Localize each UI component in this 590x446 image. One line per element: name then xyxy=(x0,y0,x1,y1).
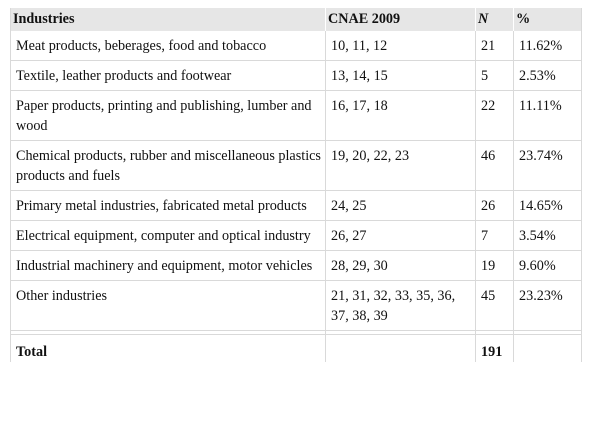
total-cnae-empty xyxy=(326,335,476,362)
total-n: 191 xyxy=(476,335,514,362)
cell-n: 26 xyxy=(476,191,514,221)
industries-table-container: Industries CNAE 2009 N % Meat products, … xyxy=(10,8,582,362)
table-row: Electrical equipment, computer and optic… xyxy=(11,221,581,251)
table-row: Textile, leather products and footwear 1… xyxy=(11,61,581,91)
cell-cnae: 13, 14, 15 xyxy=(326,61,476,91)
cell-industry: Industrial machinery and equipment, moto… xyxy=(11,251,326,281)
spacer-cell xyxy=(476,331,514,335)
table-body: Meat products, beberages, food and tobac… xyxy=(11,31,581,362)
cell-cnae: 24, 25 xyxy=(326,191,476,221)
cell-industry: Other industries xyxy=(11,281,326,331)
table-row: Chemical products, rubber and miscellane… xyxy=(11,141,581,191)
header-percent: % xyxy=(514,8,581,31)
spacer-cell xyxy=(11,331,326,335)
cell-n: 45 xyxy=(476,281,514,331)
cell-cnae: 28, 29, 30 xyxy=(326,251,476,281)
cell-cnae: 16, 17, 18 xyxy=(326,91,476,141)
spacer-cell xyxy=(326,331,476,335)
header-industries: Industries xyxy=(11,8,326,31)
total-label: Total xyxy=(11,335,326,362)
header-n: N xyxy=(476,8,514,31)
spacer-cell xyxy=(514,331,581,335)
cell-percent: 9.60% xyxy=(514,251,581,281)
cell-n: 5 xyxy=(476,61,514,91)
header-cnae: CNAE 2009 xyxy=(326,8,476,31)
table-header: Industries CNAE 2009 N % xyxy=(11,8,581,31)
cell-percent: 3.54% xyxy=(514,221,581,251)
cell-n: 46 xyxy=(476,141,514,191)
cell-cnae: 10, 11, 12 xyxy=(326,31,476,61)
total-percent-empty xyxy=(514,335,581,362)
cell-percent: 23.23% xyxy=(514,281,581,331)
table-row: Meat products, beberages, food and tobac… xyxy=(11,31,581,61)
cell-cnae: 26, 27 xyxy=(326,221,476,251)
cell-n: 19 xyxy=(476,251,514,281)
cell-n: 21 xyxy=(476,31,514,61)
cell-industry: Textile, leather products and footwear xyxy=(11,61,326,91)
cell-percent: 11.11% xyxy=(514,91,581,141)
cell-industry: Electrical equipment, computer and optic… xyxy=(11,221,326,251)
cell-cnae: 19, 20, 22, 23 xyxy=(326,141,476,191)
cell-n: 7 xyxy=(476,221,514,251)
cell-industry: Paper products, printing and publishing,… xyxy=(11,91,326,141)
header-row: Industries CNAE 2009 N % xyxy=(11,8,581,31)
table-row: Paper products, printing and publishing,… xyxy=(11,91,581,141)
cell-cnae: 21, 31, 32, 33, 35, 36, 37, 38, 39 xyxy=(326,281,476,331)
cell-industry: Chemical products, rubber and miscellane… xyxy=(11,141,326,191)
spacer-row xyxy=(11,331,581,335)
table-row: Other industries 21, 31, 32, 33, 35, 36,… xyxy=(11,281,581,331)
cell-percent: 23.74% xyxy=(514,141,581,191)
table-row: Primary metal industries, fabricated met… xyxy=(11,191,581,221)
table-row: Industrial machinery and equipment, moto… xyxy=(11,251,581,281)
cell-n: 22 xyxy=(476,91,514,141)
cell-percent: 14.65% xyxy=(514,191,581,221)
cell-percent: 2.53% xyxy=(514,61,581,91)
cell-industry: Primary metal industries, fabricated met… xyxy=(11,191,326,221)
total-row: Total 191 xyxy=(11,335,581,362)
cell-percent: 11.62% xyxy=(514,31,581,61)
industries-table: Industries CNAE 2009 N % Meat products, … xyxy=(10,8,582,362)
cell-industry: Meat products, beberages, food and tobac… xyxy=(11,31,326,61)
